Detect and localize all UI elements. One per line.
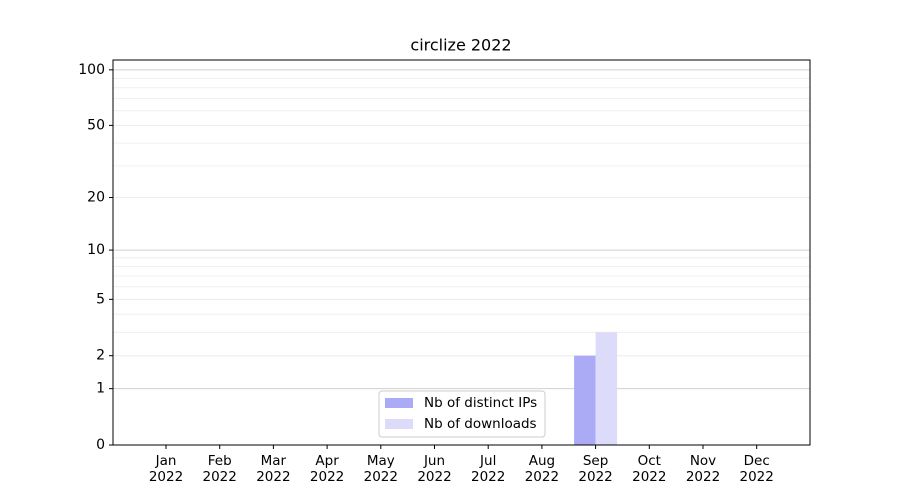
legend-swatch bbox=[385, 419, 413, 429]
legend-swatch bbox=[385, 398, 413, 408]
y-tick-label: 2 bbox=[96, 348, 105, 364]
x-tick-label: Sep 2022 bbox=[578, 453, 613, 485]
x-tick-label: Aug 2022 bbox=[524, 453, 560, 485]
x-tick-label: Nov 2022 bbox=[685, 453, 721, 485]
x-tick-label: Jun 2022 bbox=[417, 453, 452, 485]
legend-label: Nb of downloads bbox=[424, 416, 537, 432]
y-tick-label: 1 bbox=[96, 381, 105, 397]
x-tick-label: Apr 2022 bbox=[309, 453, 345, 485]
y-tick-label: 10 bbox=[87, 242, 105, 258]
bar bbox=[574, 355, 596, 445]
y-tick-label: 0 bbox=[96, 437, 105, 453]
y-tick-label: 5 bbox=[96, 291, 105, 307]
legend-label: Nb of distinct IPs bbox=[424, 395, 537, 411]
x-tick-label: Jul 2022 bbox=[471, 453, 506, 485]
y-tick-label: 20 bbox=[87, 190, 105, 206]
x-tick-label: Dec 2022 bbox=[739, 453, 774, 485]
x-tick-label: Mar 2022 bbox=[256, 453, 291, 485]
legend-box bbox=[378, 390, 546, 438]
x-tick-label: Oct 2022 bbox=[632, 453, 667, 485]
y-tick-label: 50 bbox=[87, 117, 105, 133]
chart-title: circlize 2022 bbox=[410, 36, 511, 55]
x-tick-label: Jan 2022 bbox=[148, 453, 184, 485]
x-tick-label: Feb 2022 bbox=[202, 453, 237, 485]
x-tick-label: May 2022 bbox=[363, 453, 398, 485]
y-tick-label: 100 bbox=[78, 62, 105, 78]
bar bbox=[595, 332, 618, 445]
axes-frame bbox=[112, 59, 811, 446]
